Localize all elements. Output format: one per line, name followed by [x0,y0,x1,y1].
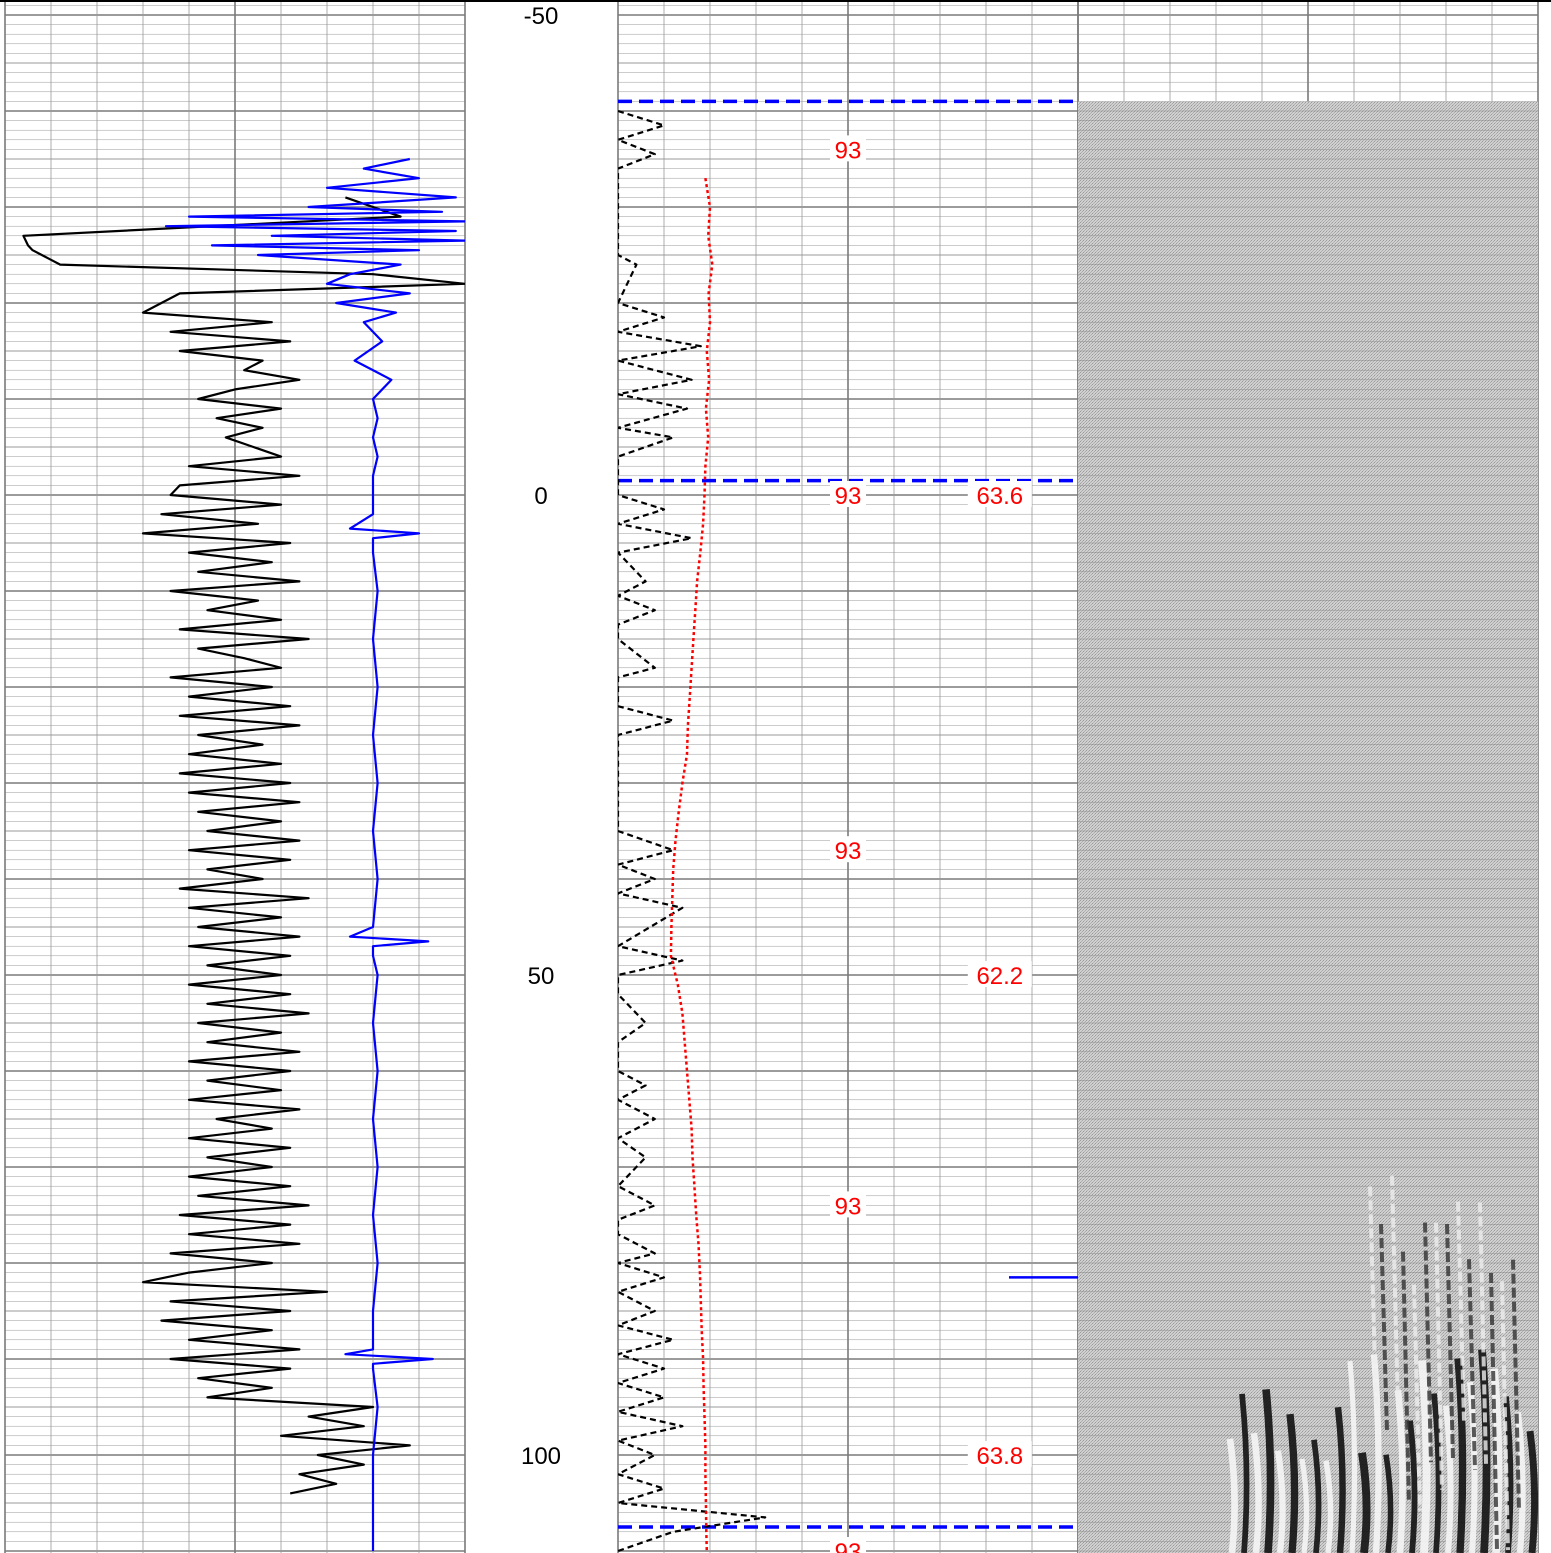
annotation-bg [830,135,866,162]
track-1-black-curve [22,196,465,1495]
annotation-label: 93 [835,838,862,865]
wave-stripe [1431,1393,1442,1553]
annotation-label: 93 [835,1539,862,1553]
track-2-dashed-curve [618,109,767,1553]
wave-stripe-faint [1478,1202,1488,1464]
wave-stripe [1274,1450,1286,1553]
wave-stripe [1370,1354,1382,1553]
annotation-bg [830,1537,866,1553]
annotation-label: 93 [835,483,862,510]
track-1-curves [22,157,465,1551]
wave-stripe-faint [1423,1222,1433,1463]
wave-stripe-faint [1500,1281,1510,1551]
track-1-blue-curve [164,157,465,1551]
wave-stripe [1443,1405,1454,1553]
wave-stripe [1262,1389,1275,1553]
depth-tick-label: 0 [534,483,547,510]
wave-stripe [1454,1358,1467,1553]
wave-stripe-faint [1368,1186,1378,1405]
annotation-label: 62.2 [976,963,1023,990]
annotation-bg [967,481,1032,507]
wave-stripe [1358,1452,1371,1553]
annotation-label: 93 [835,137,862,164]
depth-axis: -50 0 50 100 [521,3,561,1470]
annotation-bg [830,481,866,507]
wave-stripe-faint [1434,1222,1444,1490]
wave-stripe [1299,1458,1310,1553]
depth-tick-label: -50 [524,3,559,30]
zone-boundaries [618,99,1078,1529]
annotation-label: 93 [835,1193,862,1220]
depth-tick-label: 100 [521,1443,561,1470]
depth-tick-label: 50 [528,963,555,990]
wave-stripe-faint [1379,1223,1389,1432]
annotation-bg [967,961,1032,987]
track-2-curves [618,109,767,1553]
image-track [1078,101,1538,1553]
track-2-red-curve [669,178,714,1552]
wave-stripe [1514,1412,1526,1553]
track-annotations: 93 93 63.6 93 62.2 93 63.8 93 [830,135,1032,1553]
annotation-label: 63.8 [976,1443,1023,1470]
wave-stripe [1286,1413,1299,1553]
wave-stripe [1311,1439,1322,1553]
wave-stripe-faint [1456,1201,1466,1421]
wave-stripe [1394,1389,1406,1553]
wave-stripe [1407,1420,1418,1553]
annotation-label: 63.6 [976,483,1023,510]
wave-stripe [1347,1360,1358,1553]
wave-stripe-faint [1412,1284,1422,1511]
wave-stripe [1323,1460,1334,1553]
wave-stripe [1250,1432,1262,1553]
wave-stripe [1383,1454,1394,1553]
annotation-bg [967,1441,1032,1467]
wave-stripe-faint [1445,1224,1455,1460]
image-background [1078,101,1538,1553]
wave-stripe [1334,1406,1346,1553]
wave-stripe [1226,1438,1238,1553]
wave-stripe [1239,1393,1250,1553]
wave-stripe-faint [1467,1259,1477,1470]
wave-stripe-faint [1489,1272,1499,1551]
wave-stripe [1526,1430,1538,1553]
annotation-bg [830,1191,866,1218]
wave-stripe [1418,1360,1431,1553]
annotation-bg [830,836,866,863]
wave-stripe-faint [1390,1175,1400,1409]
